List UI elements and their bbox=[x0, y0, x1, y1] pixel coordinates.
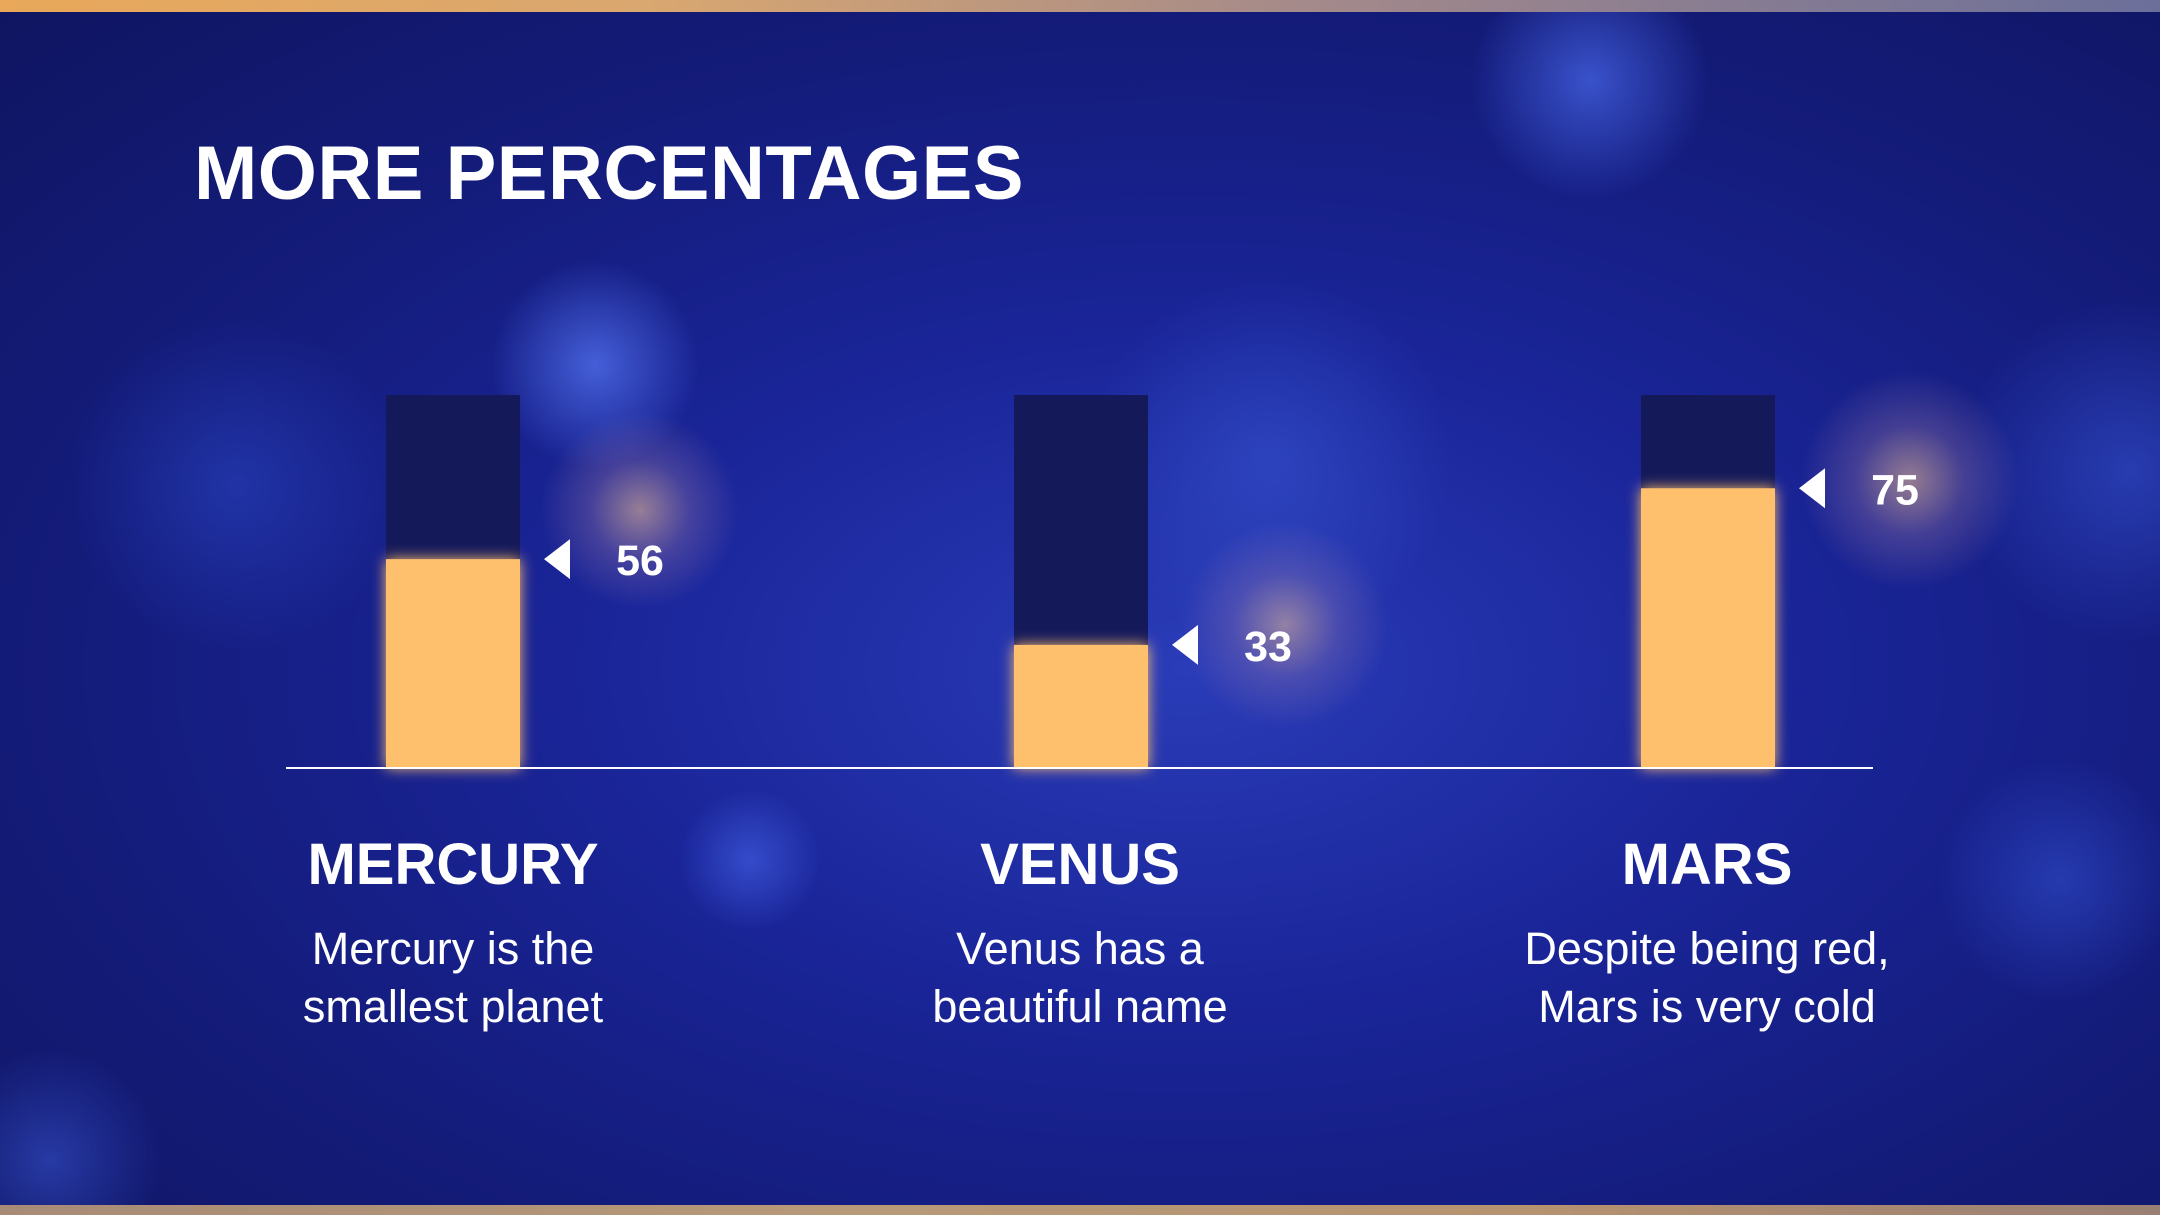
planet-name-venus: VENUS bbox=[980, 832, 1180, 897]
planet-description-line: Despite being red, bbox=[1524, 923, 1890, 974]
slide-title: MORE PERCENTAGES bbox=[194, 131, 1025, 216]
planet-description-venus: Venus has a beautiful name bbox=[830, 920, 1330, 1036]
planet-description-line: Venus has a bbox=[956, 923, 1204, 974]
value-label-mars: 75 bbox=[1871, 466, 1919, 514]
planet-name-mercury: MERCURY bbox=[307, 832, 599, 897]
top-accent-strip bbox=[0, 0, 2160, 12]
value-label-mercury: 56 bbox=[616, 537, 664, 585]
bar-fill-mars bbox=[1641, 488, 1775, 768]
pointer-arrow-icon bbox=[1172, 624, 1198, 665]
planet-description-line: beautiful name bbox=[932, 981, 1228, 1032]
planet-name-mars: MARS bbox=[1621, 832, 1793, 897]
bottom-accent-strip bbox=[0, 1205, 2160, 1215]
planet-description-line: smallest planet bbox=[302, 981, 604, 1032]
bar-fill-venus bbox=[1014, 644, 1148, 768]
bar-fill-mercury bbox=[386, 559, 520, 768]
pointer-arrow-icon bbox=[544, 539, 570, 580]
planet-description-mars: Despite being red, Mars is very cold bbox=[1457, 920, 1957, 1036]
pointer-arrow-icon bbox=[1799, 468, 1825, 509]
planet-description-mercury: Mercury is the smallest planet bbox=[203, 920, 703, 1036]
value-label-venus: 33 bbox=[1244, 623, 1292, 671]
planet-description-line: Mars is very cold bbox=[1538, 981, 1876, 1032]
planet-description-line: Mercury is the bbox=[311, 923, 595, 974]
